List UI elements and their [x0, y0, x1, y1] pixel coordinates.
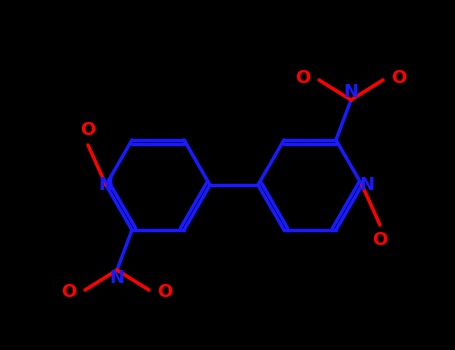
Text: N: N — [98, 176, 113, 194]
Text: N: N — [359, 176, 374, 194]
Text: O: O — [391, 69, 407, 87]
Text: N: N — [110, 269, 125, 287]
Text: O: O — [372, 231, 388, 249]
Text: N: N — [344, 83, 359, 101]
Text: O: O — [81, 121, 96, 139]
Text: O: O — [157, 283, 172, 301]
Text: O: O — [61, 283, 76, 301]
Text: O: O — [295, 69, 311, 87]
